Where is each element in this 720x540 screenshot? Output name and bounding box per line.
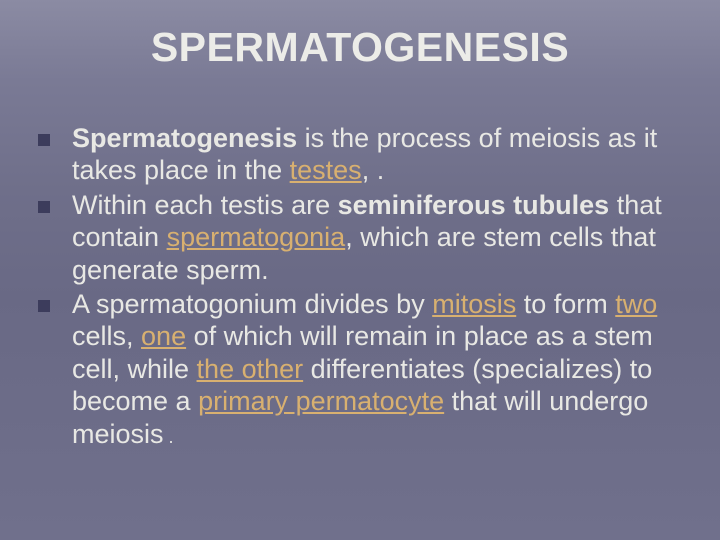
slide: SPERMATOGENESIS Spermatogenesis is the p… [0, 0, 720, 540]
text-accent: spermatogonia [167, 222, 346, 252]
bullet-text: Spermatogenesis is the process of meiosi… [72, 122, 684, 187]
text-accent: testes [290, 155, 362, 185]
text-tail: . [164, 427, 174, 447]
text-accent: primary permatocyte [198, 386, 444, 416]
slide-title: SPERMATOGENESIS [0, 24, 720, 71]
bullet-item: Spermatogenesis is the process of meiosi… [38, 122, 684, 187]
bullet-item: A spermatogonium divides by mitosis to f… [38, 288, 684, 450]
bullet-marker-icon [38, 201, 50, 213]
text-accent: two [615, 289, 657, 319]
bullet-text: A spermatogonium divides by mitosis to f… [72, 288, 684, 450]
bullet-item: Within each testis are seminiferous tubu… [38, 189, 684, 286]
text-plain: Within each testis are [72, 190, 338, 220]
text-accent: mitosis [432, 289, 516, 319]
text-plain: A spermatogonium divides by [72, 289, 432, 319]
text-plain: , . [362, 155, 385, 185]
text-bold: seminiferous tubules [338, 190, 610, 220]
bullet-text: Within each testis are seminiferous tubu… [72, 189, 684, 286]
text-bold: Spermatogenesis [72, 123, 297, 153]
bullet-marker-icon [38, 134, 50, 146]
text-accent: one [141, 321, 186, 351]
text-plain: cells, [72, 321, 141, 351]
slide-content: Spermatogenesis is the process of meiosi… [38, 122, 684, 452]
bullet-marker-icon [38, 300, 50, 312]
text-accent: the other [197, 354, 304, 384]
text-plain: to form [516, 289, 615, 319]
